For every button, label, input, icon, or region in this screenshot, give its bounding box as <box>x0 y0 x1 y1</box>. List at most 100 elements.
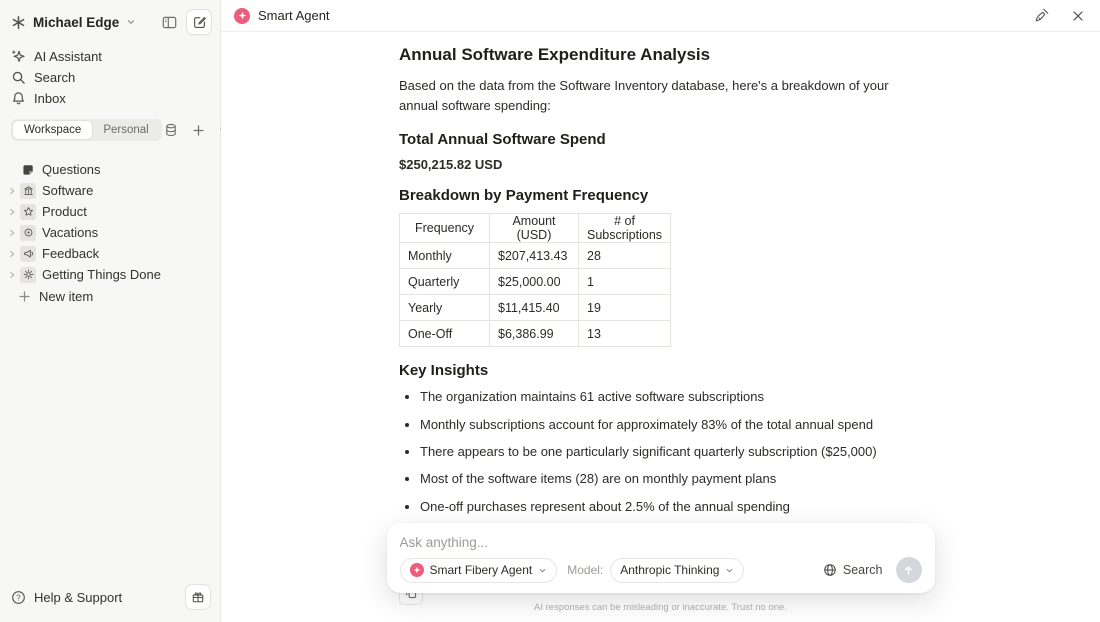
space-label: Software <box>42 183 94 198</box>
table-cell: One-Off <box>399 320 490 348</box>
insight-item: One-off purchases represent about 2.5% o… <box>420 498 901 517</box>
table-cell: $6,386.99 <box>489 320 579 348</box>
search-icon <box>11 70 26 85</box>
gift-icon <box>191 590 205 604</box>
table-cell: Monthly <box>399 242 490 270</box>
insight-item: The organization maintains 61 active sof… <box>420 388 901 407</box>
close-panel-button[interactable] <box>1069 7 1087 25</box>
smart-agent-avatar-icon <box>234 7 250 24</box>
model-label: Model: <box>567 563 604 577</box>
table-row: Monthly $207,413.43 28 <box>399 242 672 270</box>
sidebar-item-product[interactable]: Product <box>0 201 220 222</box>
megaphone-icon <box>20 245 36 262</box>
message-heading: Annual Software Expenditure Analysis <box>399 45 711 64</box>
chevron-down-icon <box>126 17 136 27</box>
add-space-button[interactable] <box>190 122 207 139</box>
workspace-avatar-icon <box>11 15 26 30</box>
insight-item: Most of the software items (28) are on m… <box>420 470 901 489</box>
composer-toolbar: Smart Fibery Agent Model: Anthropic Thin… <box>399 557 922 583</box>
sidebar-item-inbox[interactable]: Inbox <box>0 88 220 109</box>
agent-panel: Smart Agent Annual Software Expenditure … <box>221 0 1100 622</box>
model-selector[interactable]: Anthropic Thinking <box>610 557 745 583</box>
ai-sparkle-icon <box>11 49 26 64</box>
table-cell: $11,415.40 <box>489 294 579 322</box>
insights-heading: Key Insights <box>399 362 489 380</box>
space-label: Product <box>42 204 87 219</box>
sidebar-item-questions[interactable]: Questions <box>0 159 220 180</box>
space-label: Questions <box>42 162 101 177</box>
arrow-up-icon <box>902 564 915 577</box>
sidebar-item-vacations[interactable]: Vacations <box>0 222 220 243</box>
plus-icon <box>192 124 205 137</box>
plus-icon <box>18 290 31 303</box>
help-icon: ? <box>11 590 26 605</box>
workspace-personal-tabs: Workspace Personal <box>11 119 162 141</box>
whats-new-button[interactable] <box>185 584 211 610</box>
table-header-row: Frequency Amount (USD) # of Subscription… <box>399 213 672 244</box>
sidebar-item-label: Inbox <box>34 91 66 106</box>
clear-conversation-button[interactable] <box>1031 5 1052 26</box>
expand-chevron-icon[interactable] <box>6 208 18 216</box>
bank-icon <box>20 182 36 199</box>
workspace-switcher[interactable]: Michael Edge <box>0 0 220 42</box>
insights-list: The organization maintains 61 active sof… <box>399 388 901 516</box>
send-button[interactable] <box>895 557 922 583</box>
sidebar-item-label: Search <box>34 70 76 85</box>
new-item-button[interactable]: New item <box>0 286 220 307</box>
message-intro: Based on the data from the Software Inve… <box>399 78 889 114</box>
expand-chevron-icon[interactable] <box>6 187 18 195</box>
agent-selector[interactable]: Smart Fibery Agent <box>399 557 558 583</box>
sidebar-item-feedback[interactable]: Feedback <box>0 243 220 264</box>
expand-chevron-icon[interactable] <box>6 250 18 258</box>
help-support-link[interactable]: Help & Support <box>34 589 123 605</box>
databases-button[interactable] <box>162 121 180 139</box>
broom-icon <box>1033 7 1050 24</box>
workspace-name: Michael Edge <box>33 14 120 30</box>
agent-message: Annual Software Expenditure Analysis Bas… <box>399 32 901 605</box>
web-search-toggle[interactable]: Search <box>823 563 883 577</box>
table-row: One-Off $6,386.99 13 <box>399 320 672 348</box>
sidebar-item-software[interactable]: Software <box>0 180 220 201</box>
expand-chevron-icon[interactable] <box>6 271 18 279</box>
space-label: Vacations <box>42 225 99 240</box>
sidebar-item-getting-things-done[interactable]: Getting Things Done <box>0 264 220 285</box>
database-icon <box>164 123 178 137</box>
table-cell: Quarterly <box>399 268 490 296</box>
svg-text:?: ? <box>16 593 21 602</box>
ask-input[interactable] <box>399 535 922 550</box>
sidebar-panel-icon <box>161 14 178 31</box>
sidebar-nav: AI Assistant Search Inbox <box>0 42 220 111</box>
globe-icon <box>823 563 837 577</box>
chevron-down-icon <box>727 568 733 572</box>
tab-personal[interactable]: Personal <box>103 124 149 136</box>
table-cell: 19 <box>577 294 672 322</box>
compose-icon <box>192 15 207 30</box>
new-page-button[interactable] <box>186 9 212 35</box>
table-row: Quarterly $25,000.00 1 <box>399 268 672 296</box>
expand-chevron-icon[interactable] <box>6 229 18 237</box>
table-cell: 1 <box>577 268 672 296</box>
sidebar-item-label: AI Assistant <box>34 49 102 64</box>
target-icon <box>20 224 36 241</box>
insight-item: Monthly subscriptions account for approx… <box>420 416 901 435</box>
sidebar-item-ai-assistant[interactable]: AI Assistant <box>0 46 220 67</box>
sidebar-item-search[interactable]: Search <box>0 67 220 88</box>
model-selector-value: Anthropic Thinking <box>620 563 720 577</box>
spaces-list: Questions Software Product <box>0 145 220 307</box>
bell-icon <box>11 91 26 106</box>
agent-sparkle-icon <box>409 563 424 577</box>
space-label: Getting Things Done <box>42 267 161 282</box>
new-item-label: New item <box>39 289 94 304</box>
sidebar-tabs-row: Workspace Personal <box>0 111 256 145</box>
column-header: # of Subscriptions <box>577 213 672 244</box>
panel-title: Smart Agent <box>258 8 330 23</box>
sidebar: Michael Edge AI Assistant <box>0 0 256 622</box>
collapse-sidebar-button[interactable] <box>159 12 180 33</box>
tab-workspace[interactable]: Workspace <box>13 121 93 139</box>
composer-card: Smart Fibery Agent Model: Anthropic Thin… <box>386 523 935 593</box>
space-label: Feedback <box>42 246 100 261</box>
frequency-table: Frequency Amount (USD) # of Subscription… <box>399 213 672 348</box>
gear-icon <box>20 266 36 283</box>
table-cell: $25,000.00 <box>489 268 579 296</box>
column-header: Amount (USD) <box>489 213 579 244</box>
